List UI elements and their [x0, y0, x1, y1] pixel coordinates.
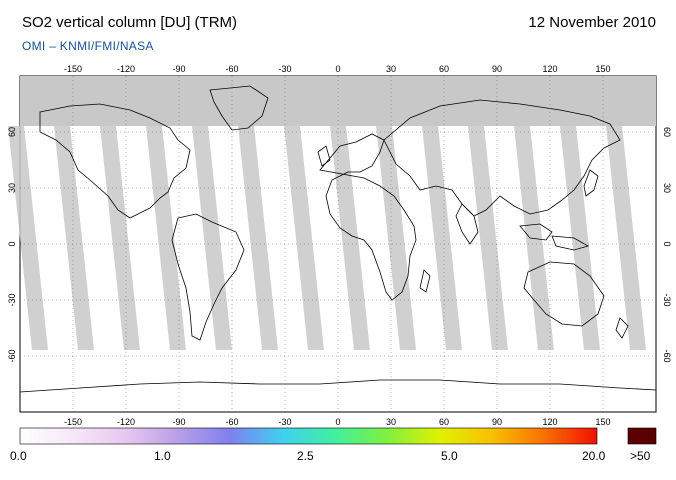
lon-tick-label: 90 — [492, 64, 502, 74]
lat-tick-label: -30 — [662, 293, 672, 306]
orbit-gap-swath — [330, 126, 370, 350]
map-date: 12 November 2010 — [528, 14, 656, 31]
colorbar-overflow-box — [627, 427, 657, 445]
lon-tick-label: 60 — [439, 417, 449, 427]
lat-tick-label: 60 — [662, 127, 672, 137]
lat-tick-label: 60 — [7, 127, 17, 137]
latitude-ticks-right: 60 30 0 -30 -60 — [662, 127, 672, 363]
north-america-coast — [39, 103, 191, 219]
lat-tick-label: 0 — [662, 241, 672, 246]
coastlines — [19, 85, 657, 393]
map-title: SO2 vertical column [DU] (TRM) — [22, 14, 238, 31]
madagascar-coast — [419, 269, 431, 293]
orbit-gap-swath — [606, 126, 646, 350]
india-coast — [455, 203, 479, 245]
orbit-gap-swath — [422, 126, 462, 350]
lon-tick-label: -90 — [172, 64, 185, 74]
lon-tick-label: 0 — [335, 64, 340, 74]
new-guinea-coast — [551, 235, 590, 251]
lon-tick-label: 150 — [595, 64, 610, 74]
orbit-gap-swath — [8, 126, 48, 350]
lon-tick-label: -150 — [64, 64, 82, 74]
new-zealand-coast — [615, 317, 629, 339]
graticule — [20, 76, 656, 412]
lat-tick-label: -60 — [662, 349, 672, 362]
orbit-gap-swath — [100, 126, 140, 350]
lon-tick-label: 30 — [386, 64, 396, 74]
lon-tick-label: -30 — [278, 64, 291, 74]
orbit-gap-swath — [560, 126, 600, 350]
colorbar-label-1: 1.0 — [154, 449, 171, 463]
colorbar-label-2: 2.5 — [297, 449, 314, 463]
antarctica-coast — [19, 379, 657, 393]
orbit-gap-swath — [54, 126, 94, 350]
orbit-gap-swath — [146, 126, 186, 350]
lon-tick-label: -120 — [117, 64, 135, 74]
lon-tick-label: 0 — [335, 417, 340, 427]
lat-tick-label: 30 — [7, 183, 17, 193]
lon-tick-label: 120 — [542, 64, 557, 74]
japan-coast — [583, 169, 599, 197]
colorbar-label-3: 5.0 — [441, 449, 458, 463]
uk-coast — [317, 145, 331, 167]
lon-tick-label: 30 — [386, 417, 396, 427]
orbit-gap-swath — [514, 126, 554, 350]
lon-tick-label: 90 — [492, 417, 502, 427]
orbit-gap-swath — [284, 126, 324, 350]
orbit-gap-swath — [192, 126, 232, 350]
lat-tick-label: -30 — [7, 293, 17, 306]
colorbar — [19, 427, 598, 445]
lon-tick-label: -60 — [225, 417, 238, 427]
lon-tick-label: -60 — [225, 64, 238, 74]
lon-tick-label: -30 — [278, 417, 291, 427]
lon-tick-label: 60 — [439, 64, 449, 74]
asia-coast — [383, 99, 621, 217]
lon-tick-label: 120 — [542, 417, 557, 427]
lat-tick-label: -60 — [7, 349, 17, 362]
orbit-gap-swaths — [8, 126, 646, 350]
latitude-ticks-left: 60 30 0 -30 -60 — [7, 127, 17, 363]
lon-tick-label: -150 — [64, 417, 82, 427]
australia-coast — [523, 261, 605, 327]
orbit-gap-swath — [376, 126, 416, 350]
orbit-gap-swath — [238, 126, 278, 350]
orbit-gap-swath — [468, 126, 508, 350]
credit-line: OMI – KNMI/FMI/NASA — [22, 39, 154, 53]
indonesia-coast — [519, 223, 553, 241]
lon-tick-label: -120 — [117, 417, 135, 427]
lon-tick-label: -90 — [172, 417, 185, 427]
lat-tick-label: 30 — [662, 183, 672, 193]
greenland-coast — [209, 85, 269, 131]
south-america-coast — [171, 213, 245, 341]
colorbar-label-0: 0.0 — [10, 449, 27, 463]
colorbar-label-4: 20.0 — [582, 449, 606, 463]
lat-tick-label: 0 — [7, 241, 17, 246]
longitude-ticks-bottom: -150 -120 -90 -60 -30 0 30 60 90 120 150 — [64, 417, 611, 427]
lon-tick-label: 150 — [595, 417, 610, 427]
colorbar-overflow-label: >50 — [630, 449, 651, 463]
longitude-ticks-top: -150 -120 -90 -60 -30 0 30 60 90 120 150 — [64, 64, 611, 74]
